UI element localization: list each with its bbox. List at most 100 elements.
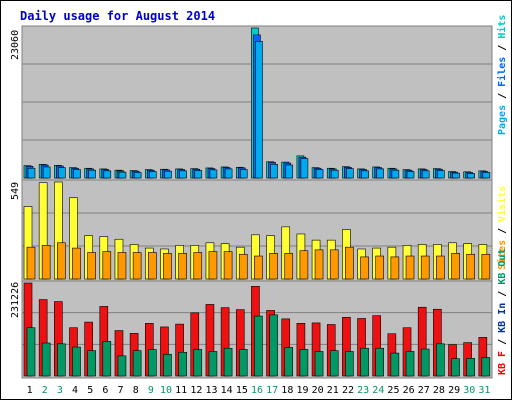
bar-kbin	[405, 351, 415, 377]
x-tick-label: 6	[102, 385, 108, 396]
x-tick-label: 18	[281, 385, 293, 396]
bar-pages	[421, 170, 430, 179]
bar-pages	[376, 168, 385, 179]
bar-kbin	[193, 349, 203, 377]
bar-pages	[346, 168, 354, 179]
x-tick-label: 3	[57, 385, 63, 396]
x-tick-label: 25	[387, 385, 399, 396]
bar-kbin	[360, 347, 369, 377]
bar-sites	[360, 256, 369, 280]
x-tick-label: 22	[342, 385, 354, 396]
bar-pages	[270, 164, 278, 179]
legend-visits: Visits	[496, 186, 508, 222]
bar-pages	[194, 170, 203, 179]
bar-kbin	[345, 351, 354, 377]
legend-pages: Pages	[497, 105, 508, 135]
bar-sites	[238, 253, 248, 280]
legend-kbout: KB Out	[497, 249, 508, 285]
visits-legend: Sites / Visits	[496, 186, 508, 270]
hits-bars	[23, 27, 491, 179]
x-tick-label: 8	[133, 385, 139, 396]
x-tick-label: 16	[251, 385, 263, 396]
bar-pages	[42, 166, 51, 179]
bar-kbin	[57, 343, 66, 377]
legend-sites: Sites	[496, 240, 508, 270]
x-tick-label: 21	[327, 385, 339, 396]
x-tick-label: 26	[403, 385, 415, 396]
bar-kbin	[72, 346, 81, 377]
bar-pages	[482, 172, 491, 179]
legend-kbin: KB In	[497, 303, 508, 333]
bar-kbin	[481, 357, 491, 377]
bar-pages	[391, 169, 400, 179]
bar-sites	[284, 253, 294, 280]
bar-sites	[208, 251, 218, 280]
bar-sites	[178, 253, 187, 280]
x-tick-label: 10	[160, 385, 172, 396]
bar-sites	[269, 253, 278, 280]
bar-kbin	[375, 347, 385, 377]
x-tick-label: 4	[72, 385, 78, 396]
x-tick-label: 5	[87, 385, 93, 396]
bar-sites	[223, 251, 233, 280]
bar-kbin	[269, 314, 278, 377]
visits-bars	[23, 181, 491, 280]
bar-pages	[300, 158, 309, 179]
kb-bars	[23, 282, 491, 377]
bar-sites	[26, 246, 36, 280]
bar-pages	[164, 170, 172, 179]
kb-max-label: 231226	[10, 282, 21, 318]
bar-kbin	[87, 350, 96, 377]
bar-pages	[452, 172, 460, 179]
bar-sites	[375, 255, 385, 280]
bar-sites	[132, 252, 142, 280]
bar-pages	[73, 169, 81, 179]
bar-sites	[345, 246, 354, 280]
x-tick-label: 7	[118, 385, 124, 396]
bar-kbin	[117, 355, 127, 377]
bar-kbin	[254, 315, 263, 377]
bar-pages	[179, 170, 187, 179]
x-tick-label: 20	[312, 385, 324, 396]
bar-kbin	[420, 348, 430, 377]
x-tick-label: 14	[221, 385, 233, 396]
bar-sites	[420, 255, 430, 280]
x-tick-label: 23	[357, 385, 369, 396]
bar-kbin	[466, 358, 475, 377]
x-tick-label: 24	[372, 385, 384, 396]
chart-title: Daily usage for August 2014	[20, 9, 215, 23]
bar-sites	[405, 255, 415, 280]
x-axis-labels: 1 2 3 4 5 6 7 8 9 10 11 12 13 14 15 16 17 18 19 20 21 22 23 24 2…	[27, 385, 491, 396]
x-tick-label: 11	[175, 385, 187, 396]
bar-pages	[239, 169, 248, 179]
bar-pages	[467, 173, 475, 179]
bar-sites	[299, 250, 309, 280]
bar-kbin	[299, 349, 309, 377]
x-tick-label: 12	[190, 385, 202, 396]
bar-kbin	[163, 353, 172, 377]
bar-kbin	[329, 350, 339, 377]
bar-pages	[148, 171, 157, 179]
bar-sites	[254, 255, 263, 280]
x-tick-label: 1	[27, 385, 33, 396]
bar-pages	[27, 167, 36, 179]
bar-pages	[103, 170, 112, 179]
bar-pages	[406, 171, 415, 179]
bar-pages	[58, 167, 66, 179]
x-tick-label: 28	[433, 385, 445, 396]
x-tick-label: 17	[266, 385, 278, 396]
bar-sites	[163, 253, 172, 280]
bar-pages	[209, 169, 218, 179]
bar-sites	[57, 242, 66, 280]
bar-sites	[451, 253, 460, 280]
bar-pages	[315, 169, 324, 179]
x-tick-label: 30	[463, 385, 475, 396]
bar-pages	[330, 169, 339, 179]
bar-pages	[255, 41, 263, 179]
bar-sites	[193, 252, 203, 280]
visits-max-label: 549	[10, 182, 21, 200]
x-tick-label: 19	[296, 385, 308, 396]
bar-kbin	[223, 347, 233, 377]
bar-pages	[88, 169, 96, 179]
bar-sites	[481, 253, 491, 280]
